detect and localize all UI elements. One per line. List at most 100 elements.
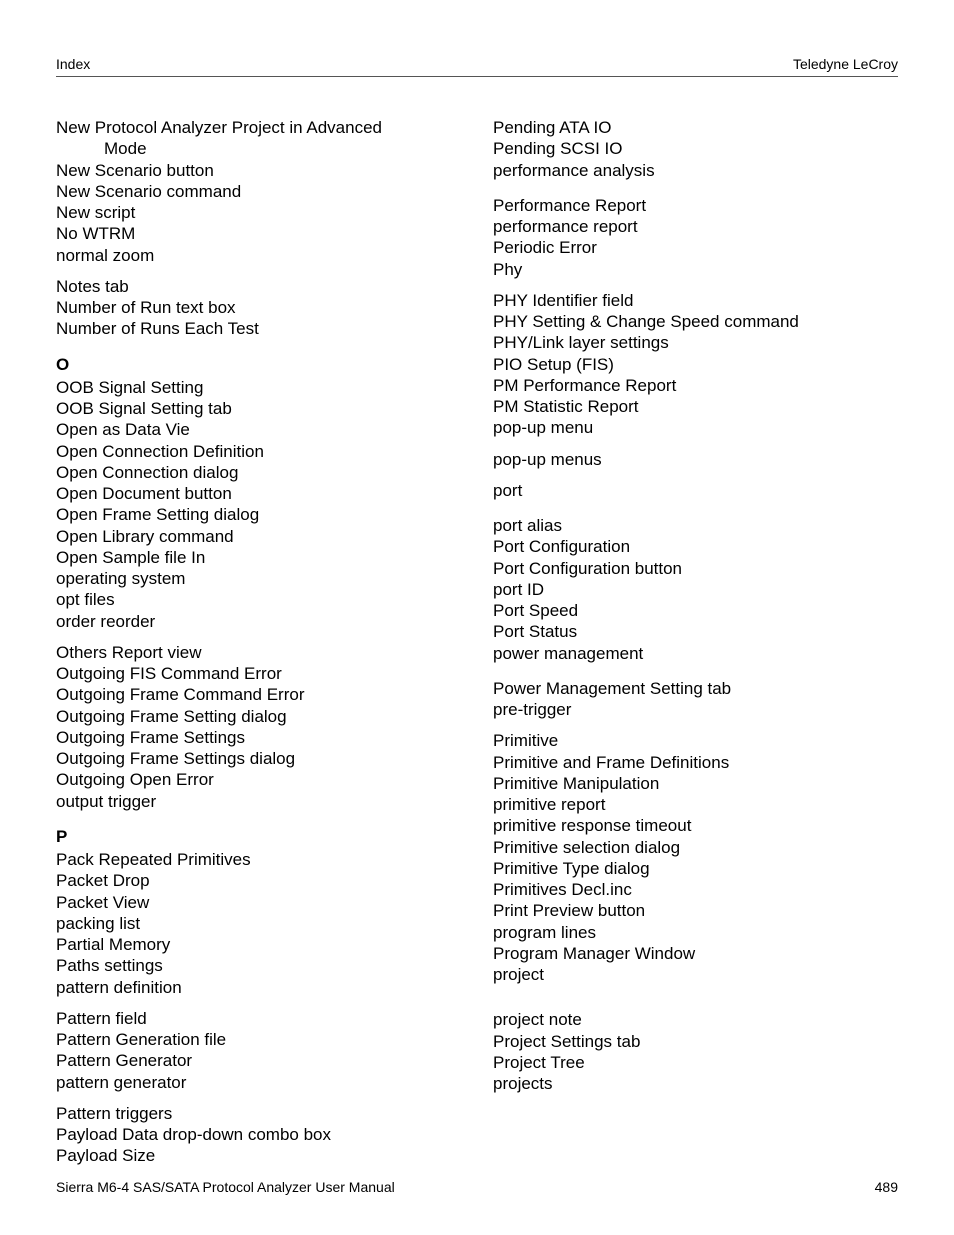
index-entry: Pattern triggers <box>56 1103 461 1124</box>
index-entry: output trigger <box>56 791 461 812</box>
index-entry: Performance Report <box>493 195 898 216</box>
index-entry: primitive report <box>493 794 898 815</box>
index-entry: Payload Size <box>56 1145 461 1166</box>
index-entry: program lines <box>493 922 898 943</box>
index-entry: Number of Run text box <box>56 297 461 318</box>
index-entry: opt files <box>56 589 461 610</box>
index-entry: project <box>493 964 898 985</box>
index-entry: Outgoing Frame Settings <box>56 727 461 748</box>
running-header: Index Teledyne LeCroy <box>56 56 898 77</box>
index-entry: Power Management Setting tab <box>493 678 898 699</box>
index-entry: Pattern field <box>56 1008 461 1029</box>
index-entry: Periodic Error <box>493 237 898 258</box>
spacer <box>493 439 898 449</box>
index-entry: primitive response timeout <box>493 815 898 836</box>
index-entry: normal zoom <box>56 245 461 266</box>
index-entry: Outgoing Frame Settings dialog <box>56 748 461 769</box>
index-entry: Primitive selection dialog <box>493 837 898 858</box>
index-content: New Protocol Analyzer Project in Advance… <box>56 117 898 1167</box>
index-entry: performance report <box>493 216 898 237</box>
index-entry: Pattern Generator <box>56 1050 461 1071</box>
index-entry: Primitives Decl.inc <box>493 879 898 900</box>
spacer <box>56 1093 461 1103</box>
index-entry: Port Configuration button <box>493 558 898 579</box>
index-entry: PHY Identifier field <box>493 290 898 311</box>
index-entry: Outgoing Open Error <box>56 769 461 790</box>
header-right: Teledyne LeCroy <box>793 56 898 72</box>
index-entry-continuation: Mode <box>56 138 461 159</box>
index-entry: PIO Setup (FIS) <box>493 354 898 375</box>
index-entry: Open as Data Vie <box>56 419 461 440</box>
index-entry: pattern definition <box>56 977 461 998</box>
spacer <box>56 998 461 1008</box>
index-entry: Open Connection Definition <box>56 441 461 462</box>
index-column-right: Pending ATA IOPending SCSI IOperformance… <box>493 117 898 1167</box>
index-entry: New Scenario button <box>56 160 461 181</box>
index-entry: port ID <box>493 579 898 600</box>
index-entry: Primitive <box>493 730 898 751</box>
spacer <box>493 999 898 1009</box>
index-entry: pre-trigger <box>493 699 898 720</box>
index-entry: Paths settings <box>56 955 461 976</box>
spacer <box>493 664 898 678</box>
index-entry: PM Statistic Report <box>493 396 898 417</box>
index-entry: OOB Signal Setting tab <box>56 398 461 419</box>
index-entry: PHY/Link layer settings <box>493 332 898 353</box>
index-entry: New Scenario command <box>56 181 461 202</box>
index-entry: pop-up menu <box>493 417 898 438</box>
header-left: Index <box>56 56 90 72</box>
index-entry: Open Library command <box>56 526 461 547</box>
index-entry: Primitive and Frame Definitions <box>493 752 898 773</box>
index-entry: Others Report view <box>56 642 461 663</box>
index-entry: PHY Setting & Change Speed command <box>493 311 898 332</box>
index-entry: Print Preview button <box>493 900 898 921</box>
spacer <box>493 470 898 480</box>
index-entry: OOB Signal Setting <box>56 377 461 398</box>
index-entry: Number of Runs Each Test <box>56 318 461 339</box>
index-entry: New Protocol Analyzer Project in Advance… <box>56 117 461 138</box>
index-entry: Payload Data drop-down combo box <box>56 1124 461 1145</box>
index-entry: Pending ATA IO <box>493 117 898 138</box>
running-footer: Sierra M6-4 SAS/SATA Protocol Analyzer U… <box>56 1179 898 1195</box>
spacer <box>56 632 461 642</box>
index-letter-heading: O <box>56 340 461 377</box>
index-entry: Packet View <box>56 892 461 913</box>
index-entry: Packet Drop <box>56 870 461 891</box>
index-entry: Outgoing FIS Command Error <box>56 663 461 684</box>
index-column-left: New Protocol Analyzer Project in Advance… <box>56 117 461 1167</box>
index-entry: Pack Repeated Primitives <box>56 849 461 870</box>
spacer <box>493 501 898 515</box>
spacer <box>493 985 898 999</box>
index-entry: PM Performance Report <box>493 375 898 396</box>
page: Index Teledyne LeCroy New Protocol Analy… <box>0 0 954 1235</box>
spacer <box>56 266 461 276</box>
footer-right: 489 <box>875 1179 898 1195</box>
index-entry: projects <box>493 1073 898 1094</box>
footer-left: Sierra M6-4 SAS/SATA Protocol Analyzer U… <box>56 1179 395 1195</box>
index-entry: Port Configuration <box>493 536 898 557</box>
index-entry: pattern generator <box>56 1072 461 1093</box>
index-entry: No WTRM <box>56 223 461 244</box>
index-entry: Program Manager Window <box>493 943 898 964</box>
index-entry: Project Settings tab <box>493 1031 898 1052</box>
index-entry: performance analysis <box>493 160 898 181</box>
index-entry: order reorder <box>56 611 461 632</box>
index-entry: port <box>493 480 898 501</box>
index-entry: Port Status <box>493 621 898 642</box>
spacer <box>493 280 898 290</box>
index-entry: Primitive Manipulation <box>493 773 898 794</box>
index-entry: Open Frame Setting dialog <box>56 504 461 525</box>
index-entry: Port Speed <box>493 600 898 621</box>
spacer <box>493 181 898 195</box>
index-entry: Primitive Type dialog <box>493 858 898 879</box>
index-entry: New script <box>56 202 461 223</box>
index-entry: Notes tab <box>56 276 461 297</box>
index-entry: packing list <box>56 913 461 934</box>
index-entry: Pending SCSI IO <box>493 138 898 159</box>
index-entry: Partial Memory <box>56 934 461 955</box>
index-entry: Open Connection dialog <box>56 462 461 483</box>
spacer <box>493 720 898 730</box>
index-entry: operating system <box>56 568 461 589</box>
index-entry: Phy <box>493 259 898 280</box>
index-entry: pop-up menus <box>493 449 898 470</box>
